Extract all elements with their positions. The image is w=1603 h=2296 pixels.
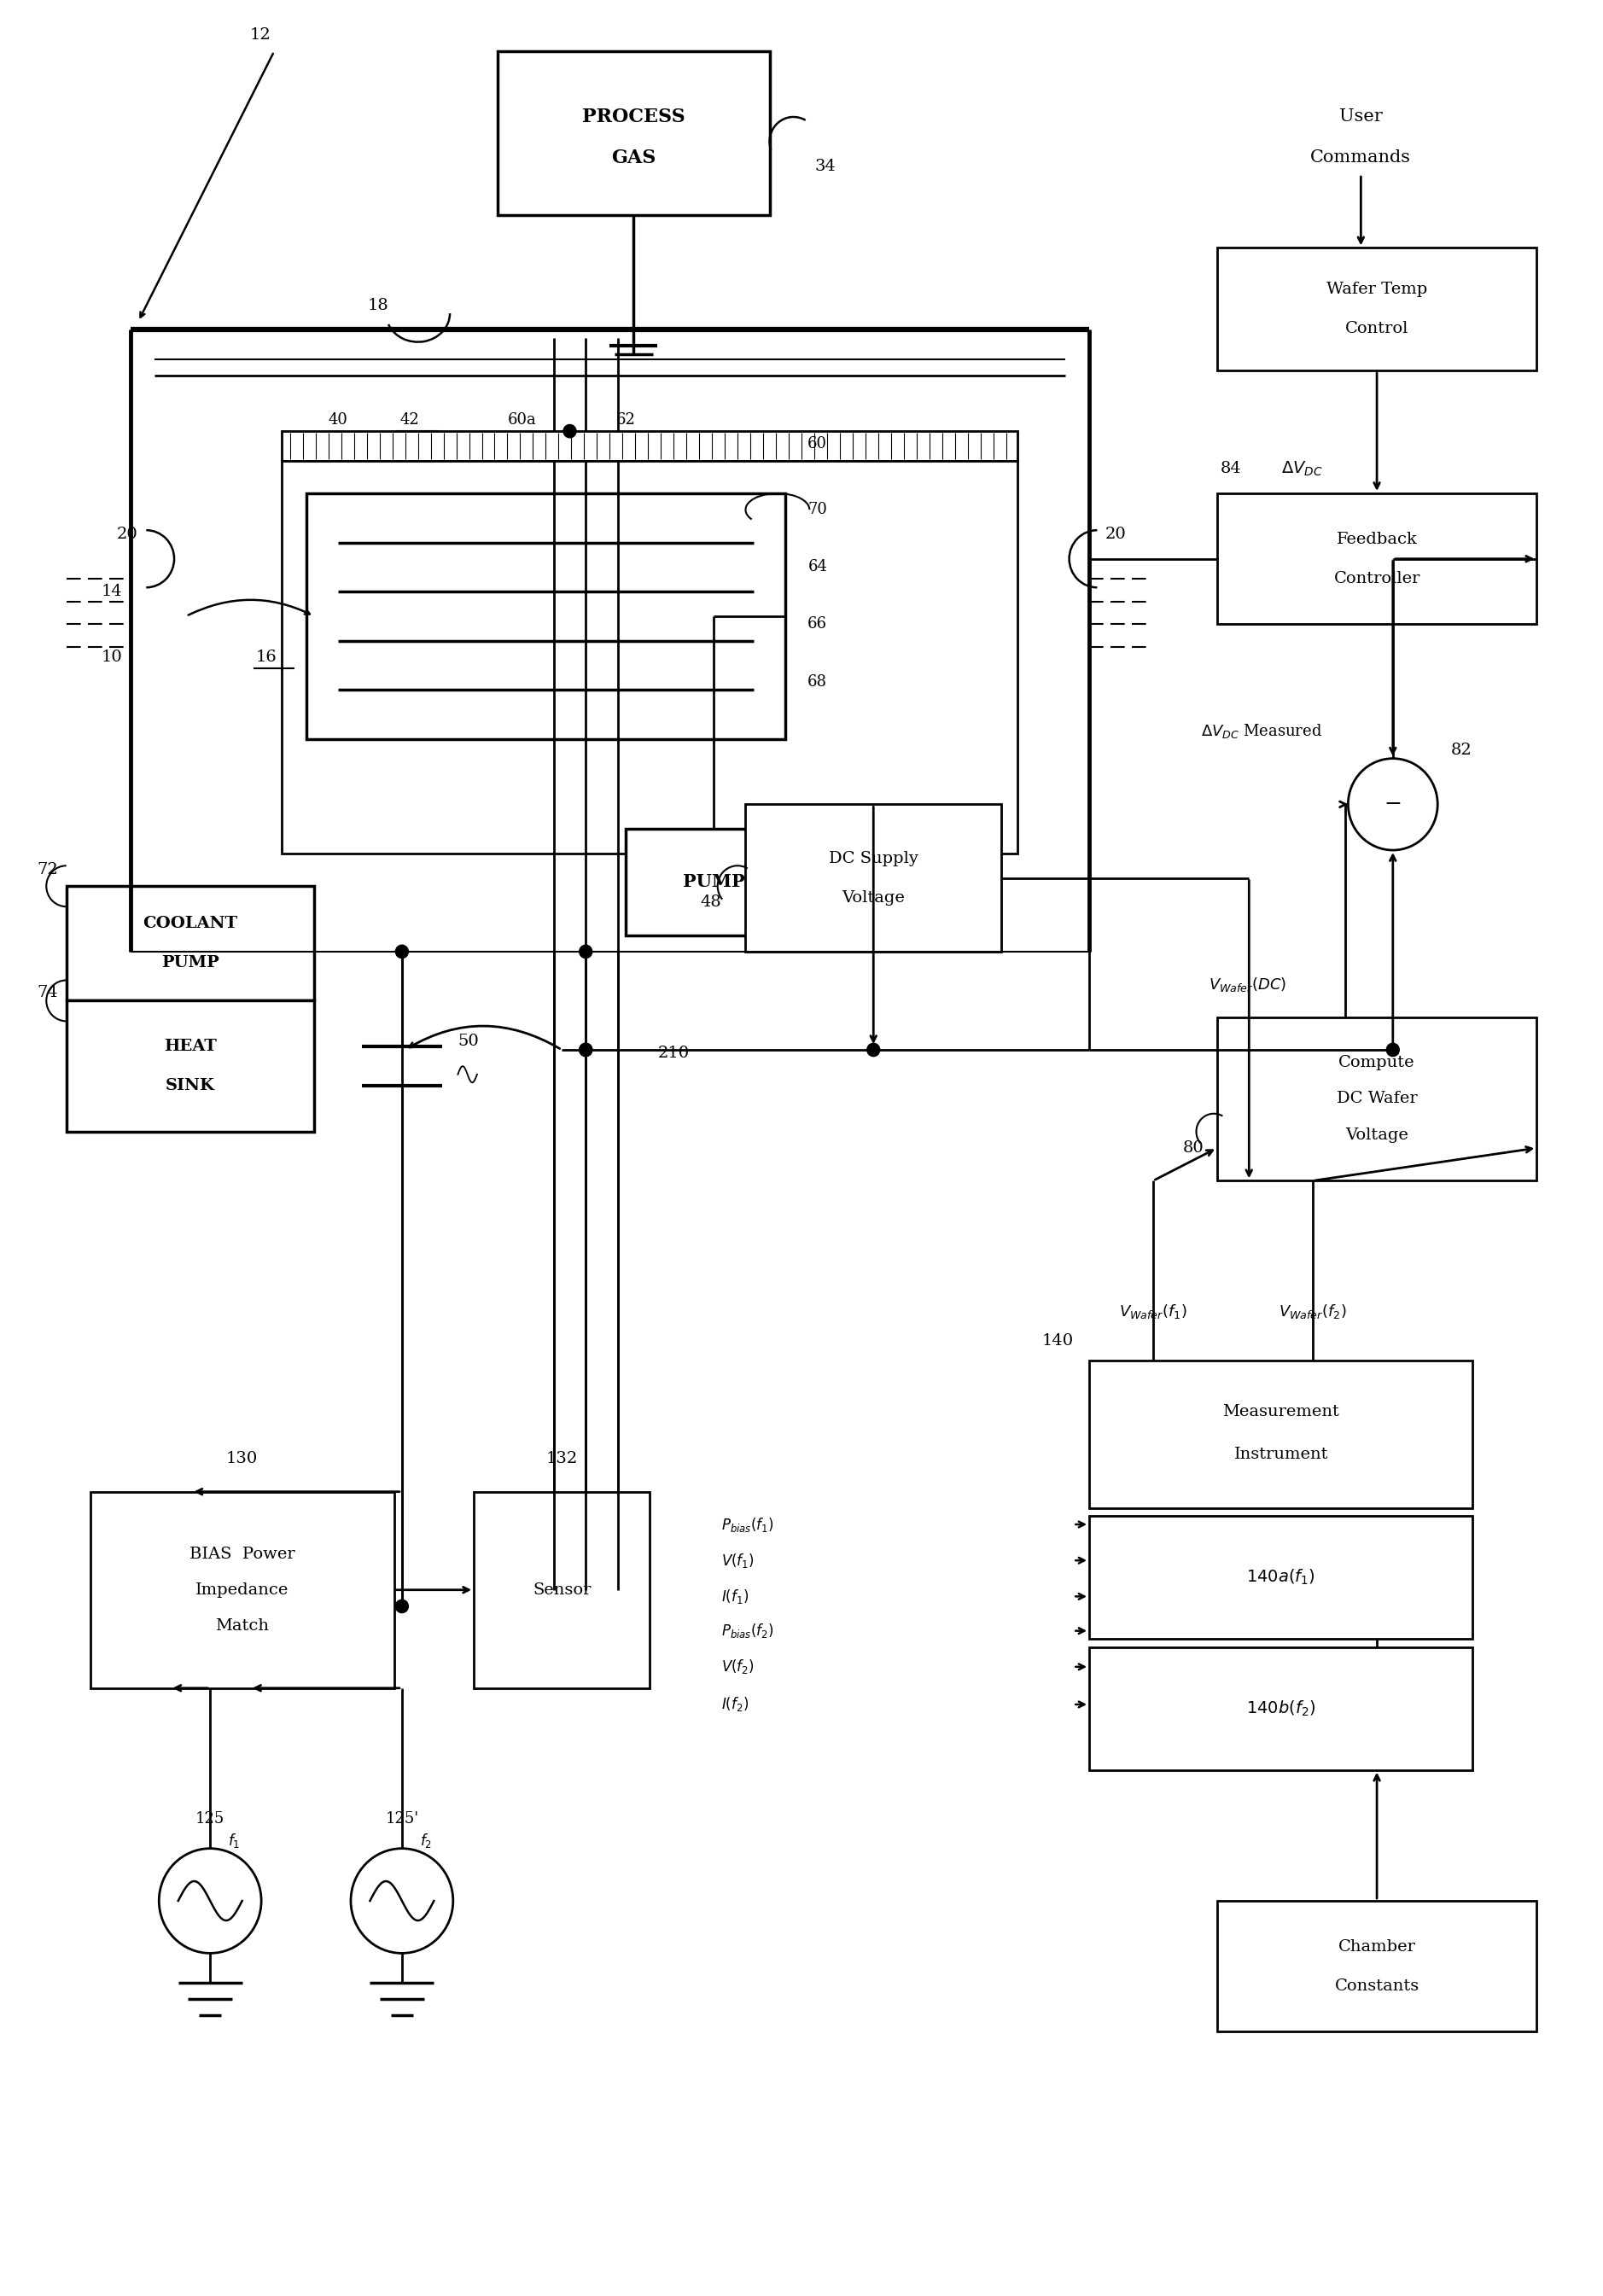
Text: Chamber: Chamber bbox=[1339, 1940, 1415, 1954]
Text: $f_1$: $f_1$ bbox=[228, 1832, 240, 1848]
Text: Commands: Commands bbox=[1311, 149, 1411, 165]
Circle shape bbox=[579, 946, 592, 957]
Bar bbox=[625, 829, 802, 934]
Text: Measurement: Measurement bbox=[1223, 1403, 1340, 1419]
Text: 140: 140 bbox=[1042, 1334, 1072, 1348]
Text: $\Delta V_{DC}$ Measured: $\Delta V_{DC}$ Measured bbox=[1201, 721, 1322, 739]
Text: 125': 125' bbox=[385, 1812, 418, 1828]
Text: BIAS  Power: BIAS Power bbox=[189, 1545, 295, 1561]
Text: 62: 62 bbox=[616, 411, 635, 427]
Text: $140a(f_1)$: $140a(f_1)$ bbox=[1247, 1568, 1316, 1587]
Text: Instrument: Instrument bbox=[1234, 1446, 1329, 1463]
Bar bbox=[499, 51, 769, 216]
Text: $V(f_2)$: $V(f_2)$ bbox=[721, 1658, 755, 1676]
Circle shape bbox=[867, 1042, 880, 1056]
Circle shape bbox=[396, 946, 409, 957]
Text: Wafer Temp: Wafer Temp bbox=[1326, 282, 1427, 296]
Text: $I(f_1)$: $I(f_1)$ bbox=[721, 1587, 749, 1605]
Bar bbox=[66, 1001, 314, 1132]
Bar bbox=[1217, 1901, 1537, 2032]
Bar bbox=[1217, 494, 1537, 625]
Text: 74: 74 bbox=[37, 985, 58, 1001]
Bar bbox=[1088, 1646, 1473, 1770]
Text: PUMP: PUMP bbox=[683, 872, 744, 891]
Text: $P_{bias}(f_2)$: $P_{bias}(f_2)$ bbox=[721, 1621, 774, 1639]
Text: $\Delta V_{DC}$: $\Delta V_{DC}$ bbox=[1281, 459, 1322, 478]
Text: 40: 40 bbox=[329, 411, 348, 427]
Text: 210: 210 bbox=[657, 1045, 689, 1061]
Text: $140b(f_2)$: $140b(f_2)$ bbox=[1246, 1699, 1316, 1717]
Text: 50: 50 bbox=[458, 1033, 479, 1049]
Text: 42: 42 bbox=[401, 411, 420, 427]
Bar bbox=[745, 804, 1002, 951]
Text: HEAT: HEAT bbox=[164, 1038, 216, 1054]
Text: DC Wafer: DC Wafer bbox=[1337, 1091, 1417, 1107]
Text: Voltage: Voltage bbox=[842, 891, 906, 905]
Bar bbox=[66, 886, 314, 1001]
Text: 10: 10 bbox=[101, 650, 122, 666]
Text: 130: 130 bbox=[226, 1451, 258, 1467]
Text: −: − bbox=[1383, 794, 1401, 815]
Bar bbox=[282, 432, 1018, 461]
Text: 82: 82 bbox=[1451, 742, 1472, 758]
Bar bbox=[282, 461, 1018, 854]
Text: 64: 64 bbox=[808, 560, 827, 574]
Text: $V_{Wafer}(f_2)$: $V_{Wafer}(f_2)$ bbox=[1279, 1302, 1347, 1320]
Bar bbox=[1217, 1017, 1537, 1180]
Text: Compute: Compute bbox=[1339, 1056, 1415, 1070]
Text: COOLANT: COOLANT bbox=[143, 916, 237, 932]
Text: 80: 80 bbox=[1183, 1141, 1204, 1155]
Text: SINK: SINK bbox=[165, 1079, 215, 1093]
Text: 72: 72 bbox=[37, 861, 58, 877]
Text: $P_{bias}(f_1)$: $P_{bias}(f_1)$ bbox=[721, 1515, 774, 1534]
Text: PUMP: PUMP bbox=[162, 955, 220, 971]
Text: 66: 66 bbox=[808, 618, 827, 631]
Text: 18: 18 bbox=[367, 298, 388, 312]
Circle shape bbox=[1387, 1042, 1399, 1056]
Text: $V(f_1)$: $V(f_1)$ bbox=[721, 1552, 755, 1570]
Text: $V_{Wafer}(f_1)$: $V_{Wafer}(f_1)$ bbox=[1119, 1302, 1188, 1320]
Text: $I(f_2)$: $I(f_2)$ bbox=[721, 1694, 749, 1713]
Circle shape bbox=[579, 1042, 592, 1056]
Text: Controller: Controller bbox=[1334, 572, 1420, 585]
Text: Constants: Constants bbox=[1335, 1979, 1419, 1993]
Bar bbox=[306, 494, 785, 739]
Bar bbox=[1088, 1515, 1473, 1639]
Bar bbox=[90, 1492, 394, 1688]
Text: 48: 48 bbox=[701, 895, 721, 909]
Text: Voltage: Voltage bbox=[1345, 1127, 1409, 1143]
Text: 68: 68 bbox=[808, 675, 827, 689]
Text: 20: 20 bbox=[1104, 526, 1127, 542]
Text: 14: 14 bbox=[101, 583, 122, 599]
Text: Impedance: Impedance bbox=[196, 1582, 289, 1598]
Text: DC Supply: DC Supply bbox=[829, 850, 919, 866]
Text: PROCESS: PROCESS bbox=[582, 108, 684, 126]
Text: 60: 60 bbox=[808, 436, 827, 452]
Circle shape bbox=[579, 1042, 592, 1056]
Text: GAS: GAS bbox=[611, 149, 656, 168]
Text: Sensor: Sensor bbox=[532, 1582, 592, 1598]
Bar bbox=[1217, 248, 1537, 370]
Text: 20: 20 bbox=[117, 526, 138, 542]
Text: 132: 132 bbox=[547, 1451, 577, 1467]
Text: 34: 34 bbox=[814, 158, 837, 174]
Bar bbox=[1088, 1362, 1473, 1508]
Text: User: User bbox=[1339, 108, 1382, 124]
Text: 125: 125 bbox=[196, 1812, 224, 1828]
Text: 84: 84 bbox=[1220, 461, 1241, 478]
Text: 16: 16 bbox=[255, 650, 277, 666]
Text: Control: Control bbox=[1345, 321, 1409, 338]
Text: 60a: 60a bbox=[508, 411, 537, 427]
Text: $V_{Wafer}(DC)$: $V_{Wafer}(DC)$ bbox=[1209, 976, 1287, 994]
Text: 70: 70 bbox=[808, 503, 827, 517]
Circle shape bbox=[563, 425, 575, 439]
Bar bbox=[474, 1492, 649, 1688]
Text: $f_2$: $f_2$ bbox=[420, 1832, 431, 1848]
Text: Feedback: Feedback bbox=[1337, 530, 1417, 546]
Text: 12: 12 bbox=[250, 28, 271, 44]
Circle shape bbox=[396, 1600, 409, 1612]
Text: Match: Match bbox=[215, 1619, 269, 1632]
